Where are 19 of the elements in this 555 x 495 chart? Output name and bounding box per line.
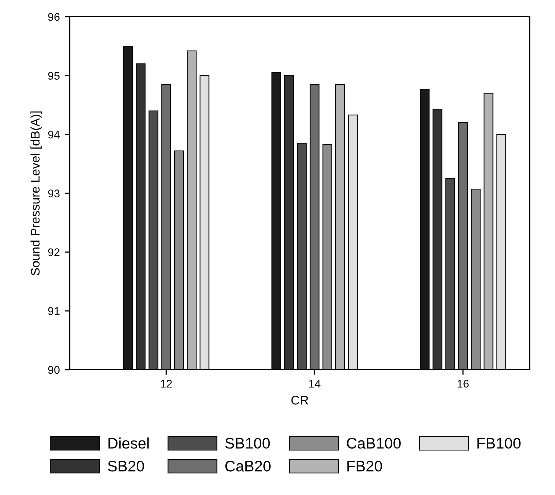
y-axis-title: Sound Pressure Level [dB(A)] bbox=[30, 112, 42, 276]
y-tick-label: 95 bbox=[48, 72, 60, 80]
y-tick-label: 91 bbox=[48, 307, 60, 316]
legend-label: CaB100 bbox=[347, 438, 401, 449]
legend-label: FB20 bbox=[348, 460, 382, 472]
y-tick-label: 94 bbox=[48, 130, 60, 139]
legend-label: SB100 bbox=[225, 438, 270, 449]
y-tick-label: 90 bbox=[48, 366, 60, 374]
legend-label: SB20 bbox=[108, 460, 144, 472]
y-tick-label: 93 bbox=[48, 190, 60, 198]
y-tick-label: 92 bbox=[48, 248, 60, 256]
legend-label: CaB20 bbox=[226, 460, 271, 472]
y-tick-label: 96 bbox=[48, 13, 60, 22]
x-tick-label: 12 bbox=[161, 380, 172, 388]
legend-label: FB100 bbox=[478, 438, 521, 449]
legend-label: Diesel bbox=[108, 438, 149, 449]
x-axis-title: CR bbox=[292, 396, 308, 405]
x-tick-label: 16 bbox=[458, 380, 469, 388]
x-tick-label: 14 bbox=[310, 380, 321, 388]
